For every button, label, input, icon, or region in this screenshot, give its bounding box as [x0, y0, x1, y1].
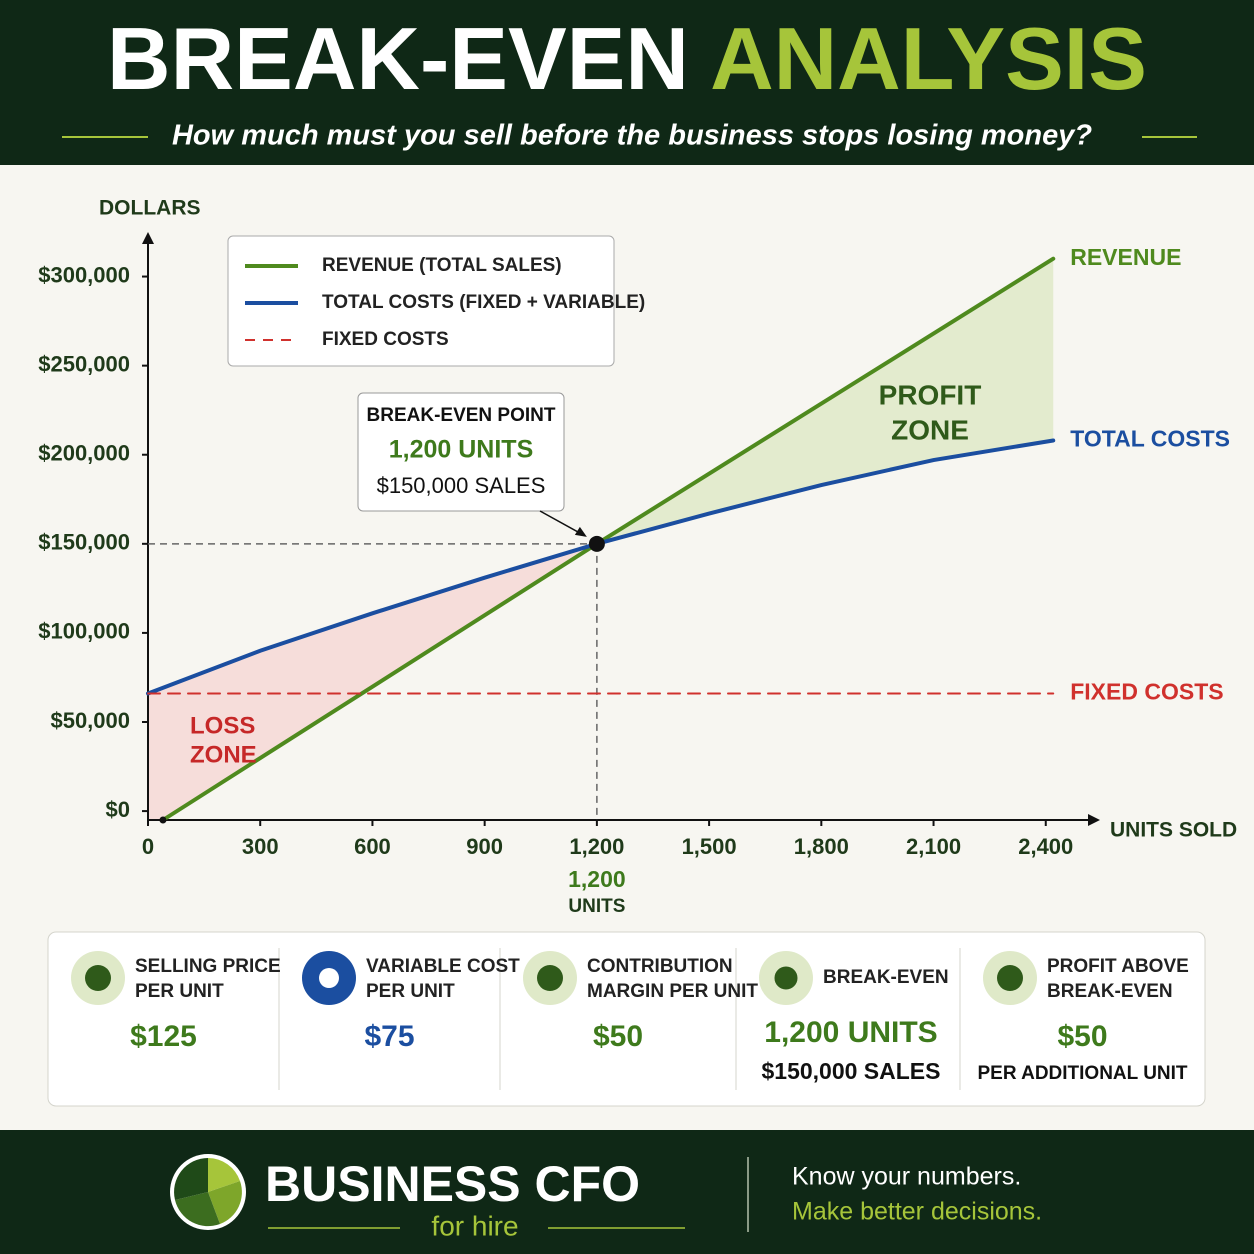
annotation-title: BREAK-EVEN POINT: [367, 405, 556, 426]
logo-slice: [208, 1181, 242, 1224]
x-tick-label: 2,400: [1018, 834, 1073, 859]
loss-zone: [148, 543, 597, 820]
revenue-start: [159, 816, 167, 824]
subtitle: How much must you sell before the busine…: [172, 120, 1092, 152]
x-tick-label: 900: [466, 834, 503, 859]
y-tick-label: $0: [106, 797, 130, 822]
x-tick-label: 300: [242, 834, 279, 859]
brand-sub: for hire: [431, 1210, 518, 1241]
y-tick-label: $300,000: [38, 262, 130, 287]
x-axis-title: UNITS SOLD: [1110, 819, 1237, 842]
metric-label: PER UNIT: [135, 981, 224, 1002]
legend-label: REVENUE (TOTAL SALES): [322, 255, 562, 276]
metric-label: VARIABLE COST: [366, 956, 520, 977]
legend-label: FIXED COSTS: [322, 329, 449, 350]
logo-slice: [174, 1158, 208, 1200]
loss-zone-label: ZONE: [190, 741, 257, 768]
metric-label: BREAK-EVEN: [1047, 981, 1173, 1002]
y-axis-title: DOLLARS: [99, 197, 201, 220]
x-tick-label: 1,200: [569, 834, 624, 859]
logo-slice: [208, 1158, 240, 1192]
x-axis-arrow: [1088, 814, 1100, 826]
title: BREAK-EVEN ANALYSIS: [107, 9, 1147, 108]
y-tick-label: $250,000: [38, 351, 130, 376]
metric-icon-glyph: [537, 965, 563, 991]
annotation-sales: $150,000 SALES: [377, 473, 546, 498]
metric-value: 1,200 UNITS: [764, 1016, 937, 1049]
break-even-axis-label: UNITS: [568, 896, 625, 917]
metric-sub: PER ADDITIONAL UNIT: [977, 1063, 1187, 1084]
chart: DOLLARS UNITS SOLD $0 $50,000 $100,000 $150,0…: [38, 197, 1237, 917]
tagline: Know your numbers.: [792, 1163, 1021, 1191]
x-tick-label: 600: [354, 834, 391, 859]
x-tick-label: 1,500: [682, 834, 737, 859]
series-end-label: TOTAL COSTS: [1070, 426, 1230, 452]
metric-value: $50: [1057, 1020, 1107, 1053]
metric-value: $75: [364, 1020, 414, 1053]
series-end-label: FIXED COSTS: [1070, 679, 1223, 705]
y-tick-label: $50,000: [50, 708, 130, 733]
metric-label: PROFIT ABOVE: [1047, 956, 1189, 977]
y-axis-arrow: [142, 232, 154, 244]
metric-label: BREAK-EVEN: [823, 967, 949, 988]
header-band: [0, 0, 1254, 165]
profit-zone-label: ZONE: [891, 414, 969, 445]
metric-label: MARGIN PER UNIT: [587, 981, 758, 1002]
x-tick-label: 1,800: [794, 834, 849, 859]
metric-icon-glyph: [85, 965, 111, 991]
annotation-box: [357, 392, 565, 512]
annotation-arrowhead: [574, 526, 587, 537]
metric-sub: $150,000 SALES: [761, 1058, 940, 1084]
logo-slice: [175, 1192, 220, 1227]
metric-icon-glyph: [319, 968, 339, 988]
break-even-point: [588, 535, 605, 552]
metric-label: PER UNIT: [366, 981, 455, 1002]
title-accent: ANALYSIS: [710, 9, 1147, 108]
brand: BUSINESS CFO: [265, 1156, 640, 1212]
logo: [170, 1154, 246, 1230]
break-even-axis-label: 1,200: [568, 866, 626, 892]
metric-label: CONTRIBUTION: [587, 956, 733, 977]
y-tick-label: $200,000: [38, 441, 130, 466]
metrics: SELLING PRICE PER UNIT $125 VARIABLE COST PE…: [71, 948, 1189, 1090]
tagline: Make better decisions.: [792, 1198, 1042, 1226]
metric-icon-glyph: [997, 965, 1023, 991]
x-tick-label: 0: [142, 834, 154, 859]
annotation-units: 1,200 UNITS: [389, 436, 534, 464]
x-tick-label: 2,100: [906, 834, 961, 859]
series-end-label: REVENUE: [1070, 244, 1181, 270]
legend: [227, 235, 615, 367]
profit-zone-label: PROFIT: [879, 379, 982, 410]
title-main: BREAK-EVEN: [107, 9, 689, 108]
metric-value: $50: [593, 1020, 643, 1053]
metric-label: SELLING PRICE: [135, 956, 281, 977]
y-tick-label: $150,000: [38, 530, 130, 555]
legend-label: TOTAL COSTS (FIXED + VARIABLE): [322, 292, 645, 313]
metric-value: $125: [130, 1020, 197, 1053]
loss-zone-label: LOSS: [190, 712, 255, 739]
y-tick-label: $100,000: [38, 619, 130, 644]
metric-icon-glyph: [771, 963, 801, 993]
